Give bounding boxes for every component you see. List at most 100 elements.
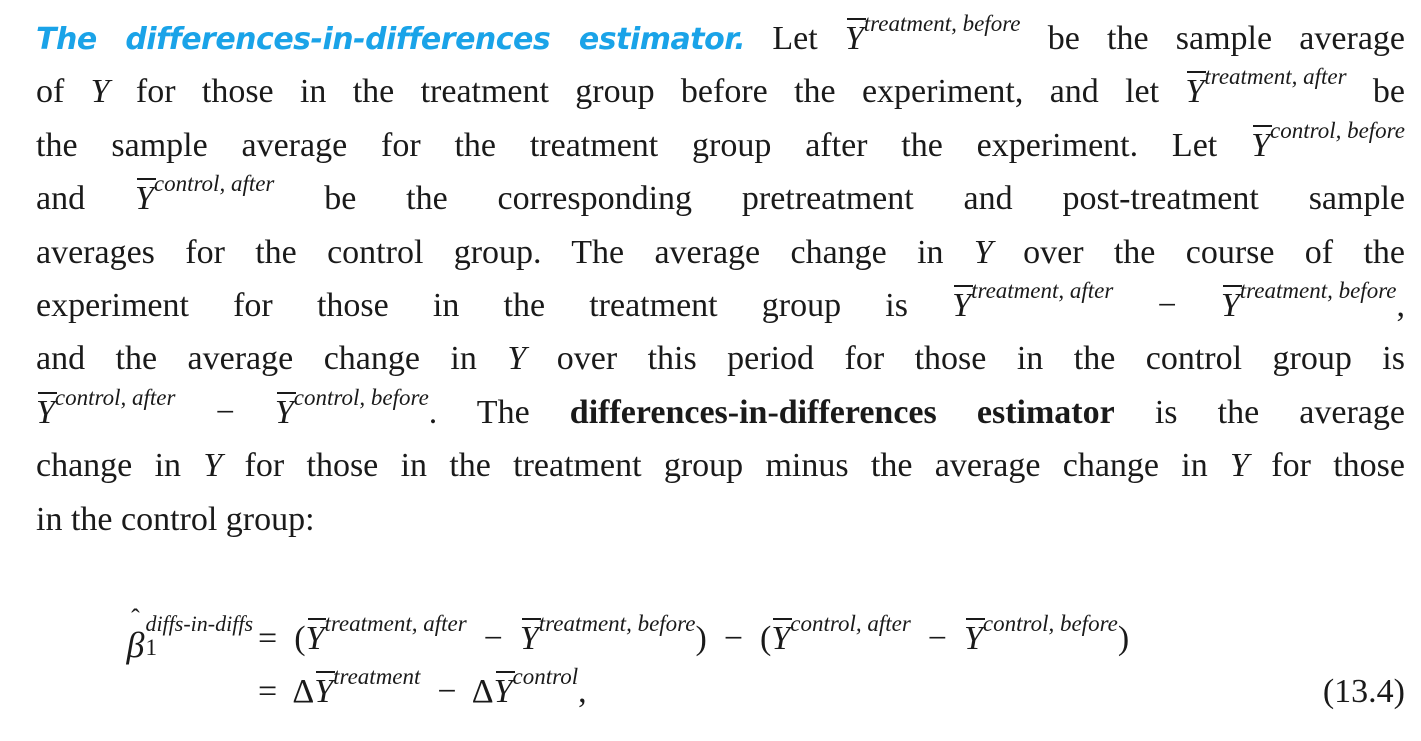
ybar-superscript: control, before [1270, 117, 1405, 143]
section-heading: The differences-in-differences estimator… [36, 22, 746, 57]
y: Y [314, 665, 336, 718]
text: and the average change in [36, 340, 508, 378]
ybar-superscript: treatment, before [863, 11, 1021, 36]
text-line: the sample average for the treatment gro… [36, 119, 1405, 172]
text-line: and Ycontrol, after be the corresponding… [36, 172, 1405, 225]
ybar-symbol: Ytreatment, after [1185, 65, 1346, 110]
text: of [36, 73, 91, 111]
variable-y: Y [507, 340, 527, 378]
sup: treatment, after [324, 611, 467, 636]
ybar: Ycontrol, before [964, 612, 1118, 657]
ybar-symbol: Ycontrol, before [275, 386, 429, 431]
ybar: Ytreatment [314, 665, 420, 710]
text: is the average [1114, 393, 1405, 431]
text-line: and the average change in Y over this pe… [36, 332, 1405, 385]
beta: β [126, 625, 145, 665]
text-line: in the control group: [36, 493, 1405, 546]
text: experiment for those in the treatment gr… [36, 286, 953, 324]
equals: = [258, 673, 278, 710]
paren: ) [695, 620, 707, 657]
text: in the control group: [36, 500, 315, 538]
text: over the course of the [992, 233, 1405, 271]
paren: ( [294, 620, 306, 657]
minus: − [437, 673, 457, 710]
delta: Δ [292, 673, 315, 710]
sup: control [512, 664, 579, 689]
hat-accent: ˆ [131, 604, 140, 633]
text: , [1396, 286, 1406, 324]
ybar: Ytreatment, before [520, 612, 696, 657]
beta-superscript: diffs-in-diffs [145, 611, 253, 636]
text: − [1113, 286, 1221, 324]
y: Y [36, 386, 57, 439]
text: be the corresponding pretreatment and po… [274, 180, 1405, 218]
definition-paragraph: The differences-in-differences estimator… [36, 12, 1405, 546]
y: Y [845, 12, 866, 65]
sup: control, before [982, 611, 1118, 636]
equals: = [258, 620, 278, 657]
beta-hat-symbol: ˆ β diffs-in-diffs 1 [126, 604, 254, 665]
minus: − [483, 620, 503, 657]
equation-number: (13.4) [1322, 673, 1405, 710]
text: for those in the treatment group before … [109, 73, 1186, 111]
text-line: averages for the control group. The aver… [36, 226, 1405, 279]
text-line: experiment for those in the treatment gr… [36, 279, 1405, 332]
text: . The [428, 393, 570, 431]
text: for those in the treatment group minus t… [222, 447, 1231, 485]
ybar-symbol: Ytreatment, before [845, 12, 1021, 57]
y: Y [1185, 65, 1207, 118]
ybar-superscript: control, after [153, 171, 275, 197]
y: Y [771, 612, 793, 665]
variable-y: Y [203, 447, 223, 485]
variable-y: Y [90, 73, 110, 111]
ybar-superscript: control, before [293, 384, 429, 410]
beta-scripts: diffs-in-diffs 1 [145, 612, 253, 660]
ybar-symbol: Ycontrol, before [1251, 119, 1405, 164]
variable-y: Y [1230, 447, 1249, 485]
sup: treatment [333, 664, 421, 689]
y: Y [1221, 279, 1242, 332]
ybar-superscript: treatment, before [1239, 277, 1397, 303]
delta: Δ [471, 673, 494, 710]
equation-line-1: = (Ytreatment, after − Ytreatment, befor… [258, 612, 1129, 665]
comma: , [578, 673, 587, 710]
ybar-superscript: control, after [54, 384, 176, 410]
text: be the sample average [1020, 20, 1405, 57]
text: the sample average for the treatment gro… [36, 126, 1252, 164]
text-line: of Y for those in the treatment group be… [36, 65, 1405, 118]
y: Y [964, 612, 985, 665]
text: over this period for those in the contro… [526, 340, 1405, 378]
y: Y [1251, 119, 1272, 172]
bold-term: differences-in-differences estimator [569, 393, 1115, 431]
text-line: The differences-in-differences estimator… [36, 12, 1405, 65]
y: Y [494, 665, 515, 718]
ybar-symbol: Ycontrol, after [135, 172, 274, 217]
ybar-symbol: Ytreatment, before [1221, 279, 1397, 324]
text-line: change in Y for those in the treatment g… [36, 439, 1405, 492]
paren: ) [1117, 620, 1130, 657]
y: Y [952, 279, 974, 332]
minus: − [927, 620, 947, 657]
minus: − [723, 620, 743, 657]
text: and [36, 180, 135, 218]
y: Y [306, 612, 327, 665]
ybar-superscript: treatment, after [971, 277, 1114, 303]
paren: ( [760, 620, 772, 657]
text: Let [745, 20, 845, 57]
ybar: Ycontrol [494, 665, 579, 710]
y: Y [135, 172, 156, 225]
text: averages for the control group. The aver… [36, 233, 974, 271]
ybar: Ytreatment, after [306, 612, 467, 657]
ybar-symbol: Ycontrol, after [36, 386, 175, 431]
text: change in [36, 447, 204, 485]
text-line: Ycontrol, after − Ycontrol, before. The … [36, 386, 1405, 439]
y: Y [275, 386, 296, 439]
text: be [1346, 73, 1405, 111]
sup: control, after [790, 611, 911, 636]
beta-subscript: 1 [145, 635, 157, 660]
ybar-symbol: Ytreatment, after [952, 279, 1113, 324]
variable-y: Y [973, 233, 993, 271]
beta-with-hat: ˆ β [126, 604, 145, 665]
y: Y [520, 612, 541, 665]
ybar: Ycontrol, after [771, 612, 910, 657]
